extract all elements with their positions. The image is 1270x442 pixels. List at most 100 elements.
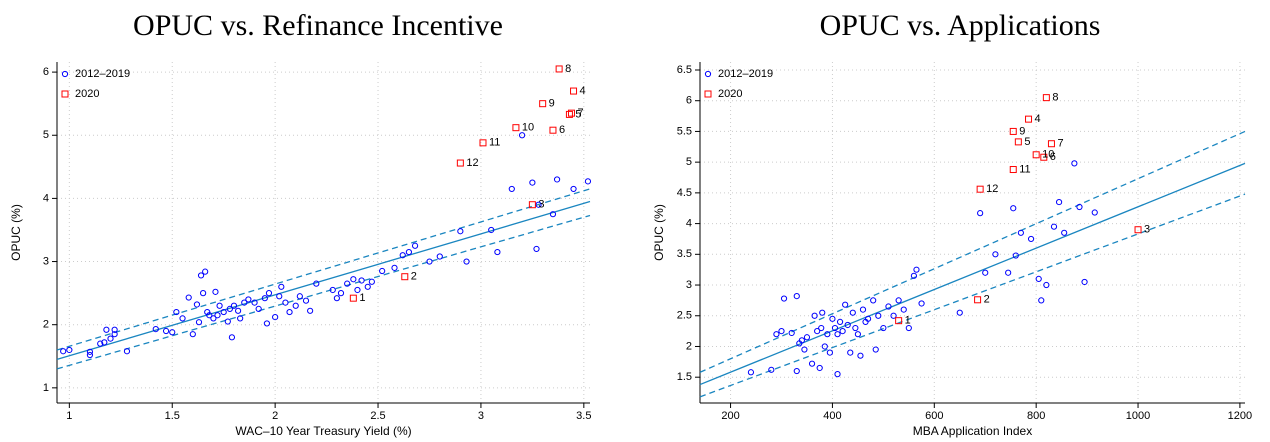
point <box>214 312 221 319</box>
point <box>811 312 818 319</box>
legend-label: 2012–2019 <box>75 68 130 80</box>
point <box>66 346 73 354</box>
point-label: 10 <box>1042 149 1054 161</box>
point <box>272 314 279 321</box>
y-tick-label: 2 <box>686 340 692 352</box>
point <box>1061 229 1068 236</box>
point <box>974 296 982 304</box>
point <box>905 324 912 332</box>
point <box>826 349 833 356</box>
point-label: 8 <box>565 63 571 75</box>
x-tick-label: 1 <box>66 410 72 422</box>
point <box>818 324 825 332</box>
point <box>265 290 273 297</box>
legend-marker <box>61 70 69 78</box>
x-axis-label: WAC–10 Year Treasury Yield (%) <box>235 424 411 438</box>
point <box>956 309 963 316</box>
y-tick-label: 1 <box>43 382 49 394</box>
point <box>436 253 443 260</box>
point <box>456 159 464 167</box>
point <box>570 87 578 95</box>
point <box>849 309 856 316</box>
point <box>1009 127 1017 135</box>
point <box>900 306 907 313</box>
point-label: 6 <box>1050 151 1056 163</box>
point <box>123 348 131 355</box>
y-tick-label: 3 <box>686 279 692 291</box>
point <box>228 334 236 341</box>
y-axis-label: OPUC (%) <box>9 204 23 261</box>
point-label: 3 <box>1144 224 1150 236</box>
point <box>801 346 808 353</box>
point <box>788 329 795 337</box>
point <box>1071 160 1078 167</box>
y-tick-label: 5 <box>43 129 49 141</box>
point <box>1055 198 1063 206</box>
point <box>195 319 203 326</box>
point <box>1017 229 1024 236</box>
y-tick-label: 4 <box>43 192 49 204</box>
legend-label: 2020 <box>718 88 742 100</box>
point <box>870 297 877 304</box>
point <box>261 295 268 302</box>
point <box>278 283 285 290</box>
point <box>768 366 775 373</box>
x-tick-label: 1200 <box>1228 410 1252 422</box>
point <box>97 340 104 347</box>
point <box>276 293 283 300</box>
point <box>107 335 114 342</box>
point-label: 8 <box>1052 92 1058 104</box>
point <box>220 308 227 316</box>
point <box>831 324 839 332</box>
point <box>528 201 536 209</box>
point <box>535 201 542 208</box>
x-tick-label: 3.5 <box>576 410 591 422</box>
point <box>479 139 487 147</box>
point <box>152 326 159 333</box>
point <box>895 297 902 304</box>
point <box>391 264 398 271</box>
point <box>1032 151 1040 159</box>
point <box>982 269 989 276</box>
point <box>895 317 903 325</box>
point <box>354 286 361 294</box>
point <box>401 273 409 281</box>
y-tick-label: 4 <box>686 217 692 229</box>
point <box>1040 153 1048 161</box>
point-label: 4 <box>1035 113 1041 125</box>
point <box>533 245 540 253</box>
point <box>842 301 849 308</box>
point <box>226 305 233 313</box>
point <box>1042 94 1050 102</box>
point <box>230 302 238 309</box>
point <box>329 286 336 294</box>
y-tick-label: 5.5 <box>677 125 692 137</box>
point <box>992 251 999 258</box>
point <box>1010 205 1017 212</box>
point <box>333 295 340 302</box>
point-label: 4 <box>580 85 586 97</box>
y-axis-label: OPUC (%) <box>652 204 666 261</box>
point <box>494 248 501 256</box>
point <box>778 328 785 335</box>
point-label: 7 <box>1057 138 1063 150</box>
point <box>302 297 310 304</box>
point <box>368 278 375 285</box>
y-tick-label: 2 <box>43 319 49 331</box>
point-label: 1 <box>359 292 365 304</box>
point-label: 2 <box>984 294 990 306</box>
point <box>819 309 826 316</box>
point <box>86 348 94 355</box>
point <box>202 268 209 275</box>
point-label: 10 <box>522 122 534 134</box>
point <box>747 369 755 376</box>
point <box>549 211 557 218</box>
point <box>773 331 780 338</box>
point <box>1035 275 1042 282</box>
point <box>234 307 242 314</box>
point <box>890 312 897 319</box>
point-label: 5 <box>1024 136 1030 148</box>
point-label: 6 <box>559 124 565 136</box>
point <box>111 326 118 333</box>
